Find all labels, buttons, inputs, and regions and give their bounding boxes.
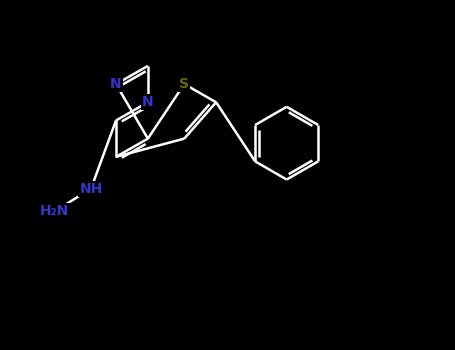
Text: NH: NH <box>79 182 103 196</box>
Text: S: S <box>179 77 189 91</box>
Text: N: N <box>142 95 154 109</box>
Text: H₂N: H₂N <box>40 204 69 218</box>
Text: N: N <box>110 77 122 91</box>
